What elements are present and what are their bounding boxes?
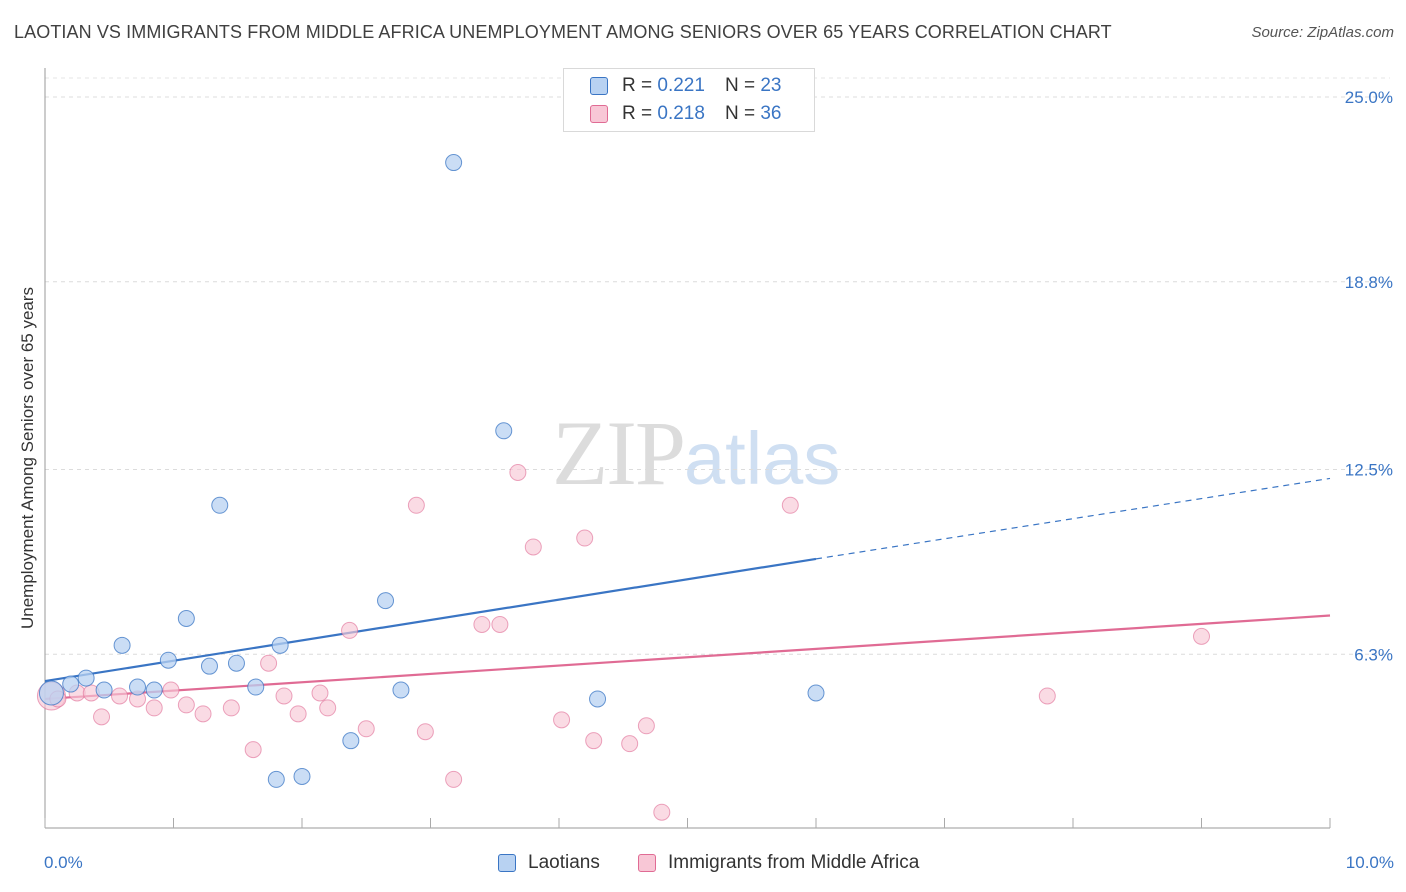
- point-middle-africa: [177, 696, 195, 714]
- point-middle-africa: [1193, 627, 1210, 645]
- point-middle-africa: [341, 621, 359, 639]
- point-laotians: [227, 654, 245, 672]
- point-middle-africa: [576, 529, 594, 547]
- watermark-zip: ZIP: [552, 402, 686, 504]
- point-middle-africa: [357, 720, 375, 738]
- series-legend: Laotians Immigrants from Middle Africa: [0, 852, 1406, 878]
- point-middle-africa: [319, 699, 337, 717]
- legend-r-label: R =: [622, 103, 653, 124]
- point-middle-africa: [311, 684, 329, 702]
- point-middle-africa: [524, 538, 542, 556]
- point-middle-africa: [621, 735, 639, 753]
- legend-n-value-laotians: 23: [760, 75, 782, 96]
- point-laotians: [113, 636, 131, 654]
- legend-swatch-laotians: [590, 77, 608, 95]
- point-laotians: [589, 690, 607, 708]
- legend-r-label: R =: [622, 75, 653, 96]
- point-middle-africa: [553, 711, 571, 729]
- point-middle-africa: [491, 615, 509, 633]
- point-middle-africa: [162, 681, 180, 699]
- legend-label-laotians: Laotians: [528, 852, 600, 873]
- legend-n-label: N =: [724, 103, 756, 124]
- point-middle-africa: [1038, 687, 1056, 705]
- legend-swatch-middle-africa: [590, 105, 608, 123]
- point-laotians: [267, 770, 285, 788]
- y-tick-label: 18.8%: [1345, 273, 1393, 292]
- point-middle-africa: [111, 687, 129, 705]
- point-middle-africa: [275, 687, 293, 705]
- point-laotians: [177, 610, 195, 627]
- point-middle-africa: [781, 496, 799, 514]
- legend-item-middle-africa[interactable]: Immigrants from Middle Africa: [638, 852, 919, 874]
- point-middle-africa: [222, 699, 240, 717]
- x-tick-label-min: 0.0%: [44, 853, 83, 872]
- point-middle-africa: [260, 654, 278, 672]
- legend-label-middle-africa: Immigrants from Middle Africa: [668, 852, 920, 873]
- point-laotians: [145, 681, 163, 699]
- chart-title: LAOTIAN VS IMMIGRANTS FROM MIDDLE AFRICA…: [14, 22, 1112, 42]
- point-middle-africa: [653, 803, 671, 821]
- point-laotians: [377, 592, 395, 610]
- point-middle-africa: [509, 463, 527, 481]
- point-laotians: [129, 678, 147, 696]
- legend-row-middle-africa: R = 0.218 N = 36: [590, 102, 781, 126]
- legend-item-laotians[interactable]: Laotians: [498, 852, 600, 874]
- point-laotians: [342, 732, 360, 750]
- point-middle-africa: [416, 723, 434, 741]
- point-middle-africa: [473, 615, 491, 633]
- legend-r-value-middle-africa: 0.218: [657, 103, 705, 124]
- y-tick-label: 12.5%: [1345, 461, 1393, 480]
- correlation-legend: R = 0.221 N = 23 R = 0.218 N = 36: [563, 68, 815, 132]
- point-laotians: [38, 680, 64, 706]
- x-tick-label-max: 10.0%: [1345, 853, 1394, 872]
- point-laotians: [247, 678, 265, 696]
- point-laotians: [445, 154, 463, 172]
- point-laotians: [77, 669, 95, 687]
- point-middle-africa: [289, 705, 307, 723]
- legend-n-value-middle-africa: 36: [760, 103, 782, 124]
- point-laotians: [200, 657, 218, 675]
- point-laotians: [495, 422, 513, 440]
- legend-row-laotians: R = 0.221 N = 23: [590, 74, 781, 98]
- point-middle-africa: [93, 708, 111, 726]
- source-label: Source: ZipAtlas.com: [1251, 24, 1394, 41]
- point-laotians: [271, 636, 289, 654]
- point-laotians: [159, 651, 177, 669]
- point-laotians: [95, 681, 113, 699]
- y-tick-label: 25.0%: [1345, 88, 1393, 107]
- legend-swatch-laotians: [498, 854, 516, 872]
- y-tick-label: 6.3%: [1354, 645, 1393, 664]
- point-middle-africa: [637, 717, 655, 735]
- point-laotians: [62, 675, 80, 693]
- point-middle-africa: [445, 770, 463, 788]
- point-laotians: [211, 496, 229, 514]
- trend-line-laotians-extension: [815, 477, 1331, 560]
- legend-n-label: N =: [724, 75, 756, 96]
- point-laotians: [392, 681, 410, 699]
- legend-r-value-laotians: 0.221: [657, 75, 705, 96]
- point-middle-africa: [244, 741, 262, 759]
- point-laotians: [807, 684, 825, 702]
- watermark: ZIPatlas: [552, 400, 840, 506]
- legend-swatch-middle-africa: [638, 854, 656, 872]
- point-middle-africa: [145, 699, 163, 717]
- point-laotians: [293, 767, 311, 785]
- point-middle-africa: [407, 496, 425, 514]
- point-middle-africa: [194, 705, 212, 723]
- point-middle-africa: [585, 732, 603, 750]
- watermark-atlas: atlas: [684, 417, 841, 500]
